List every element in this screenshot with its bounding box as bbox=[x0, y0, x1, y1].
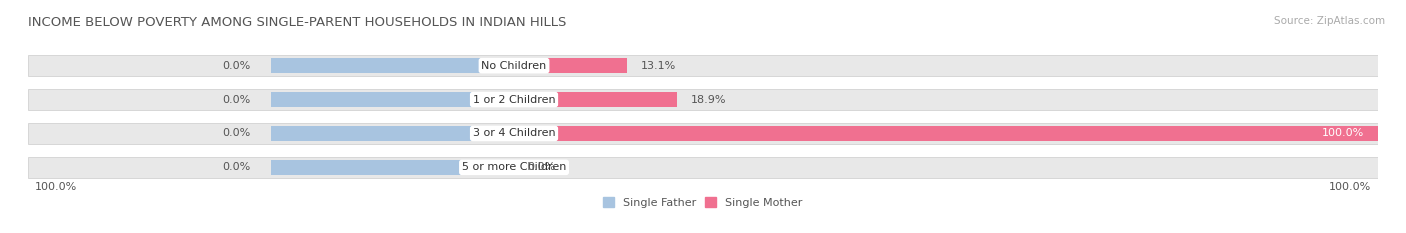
Text: 13.1%: 13.1% bbox=[641, 61, 676, 71]
Text: INCOME BELOW POVERTY AMONG SINGLE-PARENT HOUSEHOLDS IN INDIAN HILLS: INCOME BELOW POVERTY AMONG SINGLE-PARENT… bbox=[28, 16, 567, 29]
Bar bbox=[28, 157, 1378, 178]
Text: 0.0%: 0.0% bbox=[222, 61, 250, 71]
Bar bbox=[271, 58, 515, 73]
Bar bbox=[271, 126, 515, 141]
Legend: Single Father, Single Mother: Single Father, Single Mother bbox=[599, 193, 807, 212]
Text: 3 or 4 Children: 3 or 4 Children bbox=[472, 128, 555, 138]
Text: 0.0%: 0.0% bbox=[222, 95, 250, 105]
Text: No Children: No Children bbox=[481, 61, 547, 71]
Bar bbox=[28, 89, 1378, 110]
Bar bbox=[515, 58, 627, 73]
Bar bbox=[515, 92, 678, 107]
Text: 0.0%: 0.0% bbox=[222, 128, 250, 138]
Text: 0.0%: 0.0% bbox=[527, 162, 555, 172]
Bar bbox=[28, 55, 1378, 76]
Text: 100.0%: 100.0% bbox=[1322, 128, 1364, 138]
Text: Source: ZipAtlas.com: Source: ZipAtlas.com bbox=[1274, 16, 1385, 26]
Text: 0.0%: 0.0% bbox=[222, 162, 250, 172]
Bar bbox=[28, 123, 1378, 144]
Text: 100.0%: 100.0% bbox=[35, 182, 77, 192]
Bar bbox=[271, 160, 515, 175]
Text: 1 or 2 Children: 1 or 2 Children bbox=[472, 95, 555, 105]
Bar bbox=[515, 126, 1378, 141]
Bar bbox=[271, 92, 515, 107]
Text: 5 or more Children: 5 or more Children bbox=[461, 162, 567, 172]
Text: 100.0%: 100.0% bbox=[1329, 182, 1371, 192]
Text: 18.9%: 18.9% bbox=[690, 95, 727, 105]
